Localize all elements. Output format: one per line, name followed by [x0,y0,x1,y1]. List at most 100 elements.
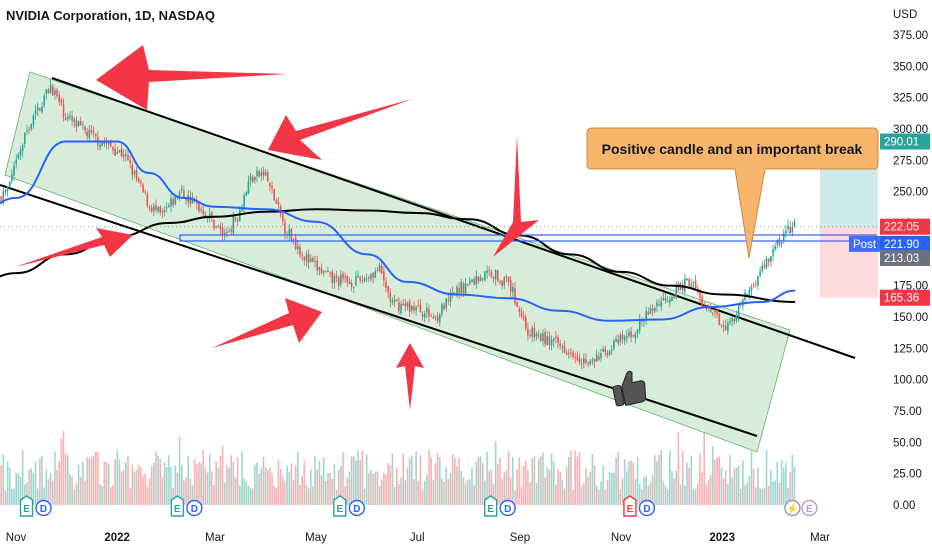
svg-text:E: E [336,504,343,515]
volume-bar [477,456,480,505]
event-marker[interactable]: E [333,495,347,517]
event-marker[interactable]: D [638,499,656,517]
volume-bar [649,482,652,505]
candle-body [84,126,86,131]
candle-body [610,349,613,351]
event-marker[interactable]: D [186,499,203,517]
candle-body [460,282,463,294]
candle-body [146,194,149,206]
candle-body [445,298,448,308]
candle-body [223,232,226,235]
y-tick-label: 75.00 [893,406,922,418]
event-marker[interactable]: D [348,499,366,517]
candle-body [344,277,346,279]
candle-body [88,129,91,138]
volume-bar [580,486,583,505]
volume-bar [286,465,288,505]
candle-body [198,202,200,212]
volume-bar [368,473,370,505]
volume-bar [275,488,278,505]
volume-bar [101,486,104,505]
volume-bar [402,453,405,505]
volume-bar [598,489,600,505]
candle-body [60,100,63,103]
volume-bar [19,476,22,505]
volume-bar [787,487,789,505]
candle-body [780,242,783,244]
candle-body [292,238,295,240]
candle-body [552,338,555,342]
volume-bar [254,464,256,505]
volume-bar [727,483,729,505]
candle-body [92,130,95,133]
candle-body [494,270,497,280]
volume-bar [357,450,359,505]
candle-body [174,194,177,204]
volume-bar [43,487,45,505]
x-tick-label: Jul [410,532,425,544]
volume-bar [406,468,409,505]
volume-bar [372,473,374,505]
event-marker[interactable]: E [483,495,498,517]
volume-bar [636,457,639,505]
candle-body [49,84,52,94]
volume-bar [550,453,553,505]
svg-text:⚡: ⚡ [786,502,798,515]
candle-body [185,198,187,200]
volume-bar [131,464,134,505]
volume-bar [299,484,301,505]
candle-body [415,307,417,311]
event-marker[interactable]: D [35,499,52,517]
candle-body [101,142,104,147]
candle-body [378,264,381,272]
candle-body [432,317,435,319]
volume-bar [256,462,258,505]
y-tick-label: 300.00 [893,124,928,136]
volume-bar [404,480,407,505]
candle-body [99,145,101,147]
candle-body [546,336,549,345]
volume-bar [112,484,114,505]
event-marker[interactable]: E [19,495,34,517]
candle-body [144,191,147,193]
volume-bar [232,461,235,505]
volume-bar [163,462,166,505]
candle-body [791,226,794,233]
volume-bar [120,471,123,505]
volume-bar [97,451,99,505]
candle-body [348,281,351,284]
volume-bar [529,481,531,505]
volume-bar [475,461,478,505]
volume-bar [537,458,540,505]
volume-bar [282,476,284,505]
candle-body [436,316,439,321]
volume-bar [383,473,385,505]
candle-body [574,357,577,359]
volume-bar [327,473,329,505]
volume-bar [329,472,331,505]
volume-bar [352,456,355,505]
event-marker[interactable]: E [170,495,185,517]
candle-body [497,270,499,281]
candle-body [36,106,39,111]
event-marker[interactable]: D [499,499,516,517]
candle-body [565,352,568,355]
event-marker[interactable]: ⚡ [784,499,801,517]
volume-bar [666,489,669,505]
volume-bar [772,481,774,505]
svg-text:E: E [487,504,494,515]
candle-body [217,225,220,227]
event-marker[interactable]: E [623,495,637,517]
price-tag: 221.90 Post [849,235,930,252]
event-marker[interactable]: E [801,499,818,517]
volume-bar [294,465,297,505]
volume-bar [755,487,757,505]
candle-body [398,302,400,312]
candle-body [490,271,493,277]
volume-bar [92,455,95,505]
x-tick-label: 2023 [709,532,735,544]
y-tick-label: 25.00 [893,469,922,481]
volume-bar [408,458,411,505]
volume-bar [251,488,254,505]
